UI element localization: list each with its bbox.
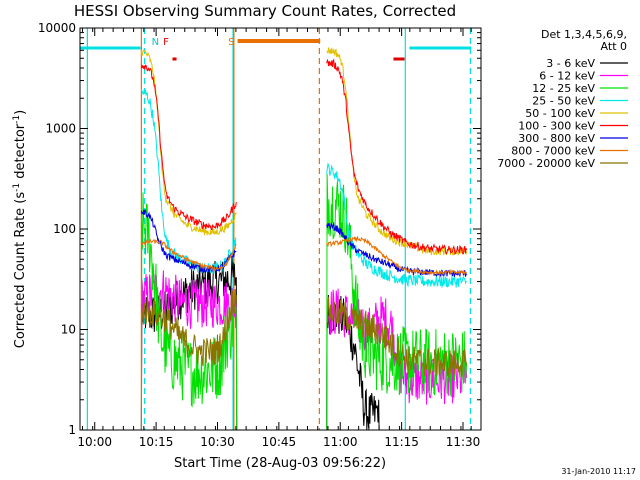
series-line-100-300-kev-0 xyxy=(140,64,237,231)
legend-label-3-6-kev: 3 - 6 keV xyxy=(546,57,595,70)
legend-label-300-800-kev: 300 - 800 keV xyxy=(518,132,595,145)
x-axis-label: Start Time (28-Aug-03 09:56:22) xyxy=(174,456,386,471)
y-tick-label-0: 1 xyxy=(68,423,76,437)
legend-label-6-12-kev: 6 - 12 keV xyxy=(539,70,595,83)
y-tick-label-3: 1000 xyxy=(45,122,76,136)
series-line-800-7000-kev-0 xyxy=(141,238,237,272)
series-line-100-300-kev-1 xyxy=(326,58,468,255)
legend-label-25-50-kev: 25 - 50 keV xyxy=(532,95,595,108)
y-tick-label-4: 10000 xyxy=(38,21,76,35)
series-line-25-50-kev-0 xyxy=(140,88,237,275)
chart-title: HESSI Observing Summary Count Rates, Cor… xyxy=(74,2,456,20)
legend-label-12-25-kev: 12 - 25 keV xyxy=(532,82,595,95)
annotation-s: S xyxy=(228,37,234,48)
series-line-50-100-kev-1 xyxy=(326,47,468,256)
series-layer xyxy=(140,47,468,431)
x-tick-label-2: 10:30 xyxy=(200,435,235,449)
x-tick-label-1: 10:15 xyxy=(139,435,174,449)
legend-label-100-300-kev: 100 - 300 keV xyxy=(518,120,595,133)
series-line-3-6-kev-1 xyxy=(326,294,380,431)
footer-stamp: 31-Jan-2010 11:17 xyxy=(561,467,636,476)
interval-bars xyxy=(80,39,472,61)
legend-title-line1: Det 1,3,4,5,6,9, xyxy=(541,28,627,41)
legend-title-line2: Att 0 xyxy=(601,40,627,53)
x-axis: 10:00 10:15 10:30 10:45 11:00 11:15 11:30 xyxy=(77,28,480,449)
annotation-n: N xyxy=(152,37,159,48)
x-tick-label-3: 10:45 xyxy=(262,435,297,449)
x-tick-label-4: 11:00 xyxy=(323,435,358,449)
series-line-300-800-kev-0 xyxy=(140,209,237,274)
series-line-7000-20000-kev-1 xyxy=(326,296,468,378)
series-line-7000-20000-kev-0 xyxy=(140,288,237,367)
x-tick-label-0: 10:00 xyxy=(77,435,112,449)
x-tick-label-6: 11:30 xyxy=(446,435,481,449)
y-tick-label-2: 100 xyxy=(53,222,76,236)
series-line-25-50-kev-1 xyxy=(326,162,467,289)
y-axis-label: Corrected Count Rate (s-1 detector-1) xyxy=(12,110,28,348)
series-line-800-7000-kev-1 xyxy=(326,235,467,277)
series-line-12-25-kev-1 xyxy=(326,173,468,431)
x-tick-label-5: 11:15 xyxy=(384,435,419,449)
legend-label-800-7000-kev: 800 - 7000 keV xyxy=(511,145,595,158)
y-tick-label-1: 10 xyxy=(61,323,76,337)
annotation-f: F xyxy=(163,37,169,48)
series-line-50-100-kev-0 xyxy=(140,49,237,236)
legend-label-50-100-kev: 50 - 100 keV xyxy=(525,107,595,120)
y-axis: 1 10 100 1000 10000 xyxy=(38,21,481,437)
legend-label-7000-20000-kev: 7000 - 20000 keV xyxy=(497,157,595,170)
